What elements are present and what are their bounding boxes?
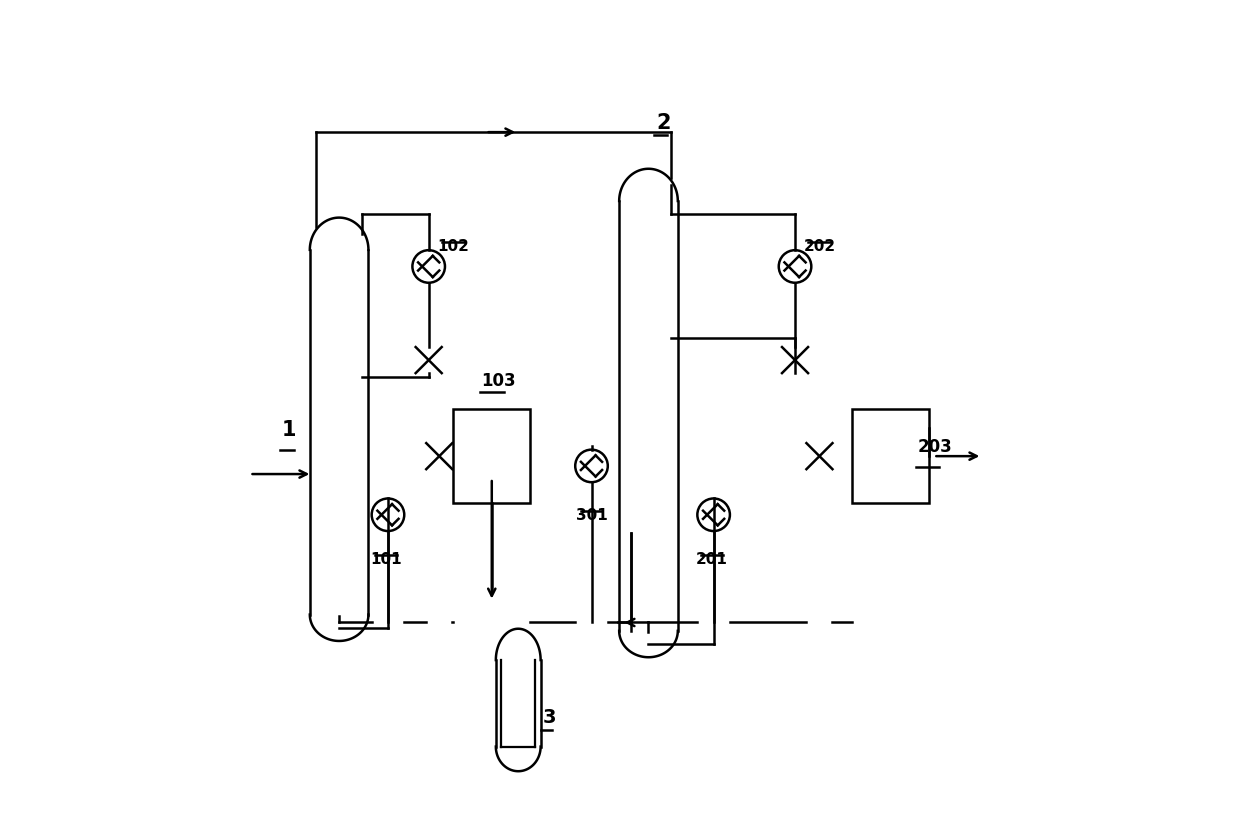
Text: 203: 203 — [918, 437, 952, 455]
Text: 2: 2 — [657, 113, 671, 133]
Text: 202: 202 — [804, 239, 836, 254]
Text: 3: 3 — [543, 708, 557, 727]
Text: 102: 102 — [438, 239, 469, 254]
Text: 101: 101 — [371, 552, 402, 566]
Bar — [852, 409, 929, 503]
Text: 201: 201 — [696, 552, 728, 566]
Text: 301: 301 — [575, 507, 608, 522]
Bar — [453, 409, 531, 503]
Text: 1: 1 — [283, 420, 296, 440]
Text: 103: 103 — [481, 371, 516, 390]
